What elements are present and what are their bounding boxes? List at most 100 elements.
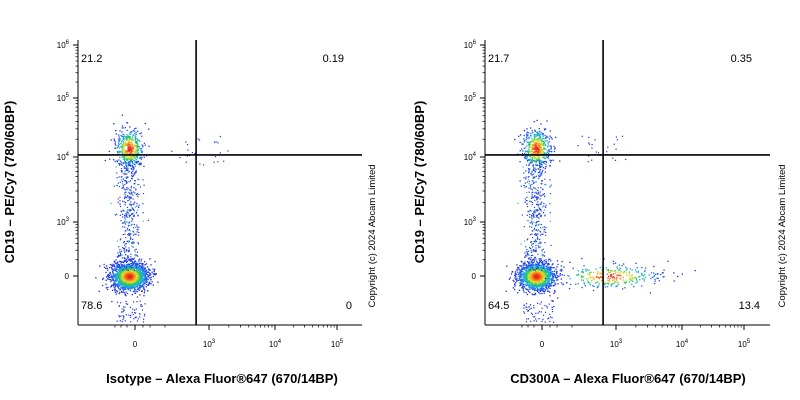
event-dot [126,280,128,282]
event-dot [530,267,533,269]
event-dot [124,202,127,204]
event-dot [601,280,603,282]
event-dot [129,269,131,271]
event-dot [125,286,128,288]
event-dot [133,242,135,244]
event-dot [648,274,650,276]
event-dot [131,141,133,143]
event-dot [138,226,140,229]
event-dot [115,259,117,261]
event-dot [140,286,142,289]
event-dot [539,260,541,262]
event-dot [553,284,556,286]
event-dot [125,285,128,288]
event-dot [529,258,531,261]
event-dot [131,269,133,271]
event-dot [135,282,137,285]
event-dot [533,267,535,269]
event-dot [528,286,530,288]
event-dot [134,270,136,273]
event-dot [115,263,118,265]
event-dot [138,231,140,233]
event-dot [544,284,546,286]
event-dot [126,267,128,269]
event-dot [545,148,547,151]
event-dot [543,141,546,143]
event-dot [148,284,150,286]
event-dot [550,284,552,286]
event-dot [126,257,128,259]
event-dot [521,268,523,271]
event-dot [137,160,139,162]
event-dot [536,155,538,158]
event-dot [136,202,138,205]
event-dot [107,286,109,289]
event-dot [113,284,115,286]
event-dot [528,278,530,280]
event-dot [534,145,537,147]
event-dot [548,282,550,284]
event-dot [536,281,538,283]
event-dot [111,276,113,279]
event-dot [550,136,552,139]
event-dot [555,136,557,138]
event-dot [142,321,145,323]
event-dot [541,261,544,263]
event-dot [141,268,144,270]
event-dot [125,156,128,158]
event-dot [546,120,548,122]
event-dot [538,272,541,274]
event-dot [126,122,128,124]
event-dot [131,285,133,287]
event-dot [128,241,130,243]
event-dot [137,282,139,285]
event-dot [528,270,531,272]
event-dot [118,292,120,295]
event-dot [120,143,122,145]
event-dot [135,159,137,161]
event-dot [135,264,137,266]
event-dot [146,280,148,283]
event-dot [121,277,123,279]
event-dot [534,276,536,278]
event-dot [122,280,124,283]
event-dot [523,152,526,155]
event-dot [148,281,151,284]
event-dot [129,279,131,282]
event-dot [140,260,142,262]
event-dot [587,273,589,275]
event-dot [540,276,542,278]
event-dot [583,265,585,267]
event-dot [585,278,587,280]
event-dot [135,266,137,268]
event-dot [538,143,540,145]
event-dot [124,218,126,220]
event-dot [532,139,534,141]
event-dot [110,276,112,278]
event-dot [609,271,611,273]
event-dot [548,290,550,292]
event-dot [535,289,537,291]
event-dot [118,272,120,274]
event-dot [123,282,125,284]
event-dot [527,151,530,153]
event-dot [120,283,122,285]
event-dot [536,277,539,279]
event-dot [544,274,546,276]
event-dot [137,139,139,141]
event-dot [130,281,133,283]
event-dot [532,165,534,167]
event-dot [214,156,217,158]
event-dot [117,272,119,274]
event-dot [532,284,535,286]
event-dot [121,151,123,153]
event-dot [139,313,141,315]
event-dot [151,271,153,273]
event-dot [538,289,540,291]
event-dot [140,304,142,306]
event-dot [118,315,120,317]
event-dot [527,276,529,278]
event-dot [121,311,123,313]
event-dot [116,184,118,187]
event-dot [124,170,126,172]
